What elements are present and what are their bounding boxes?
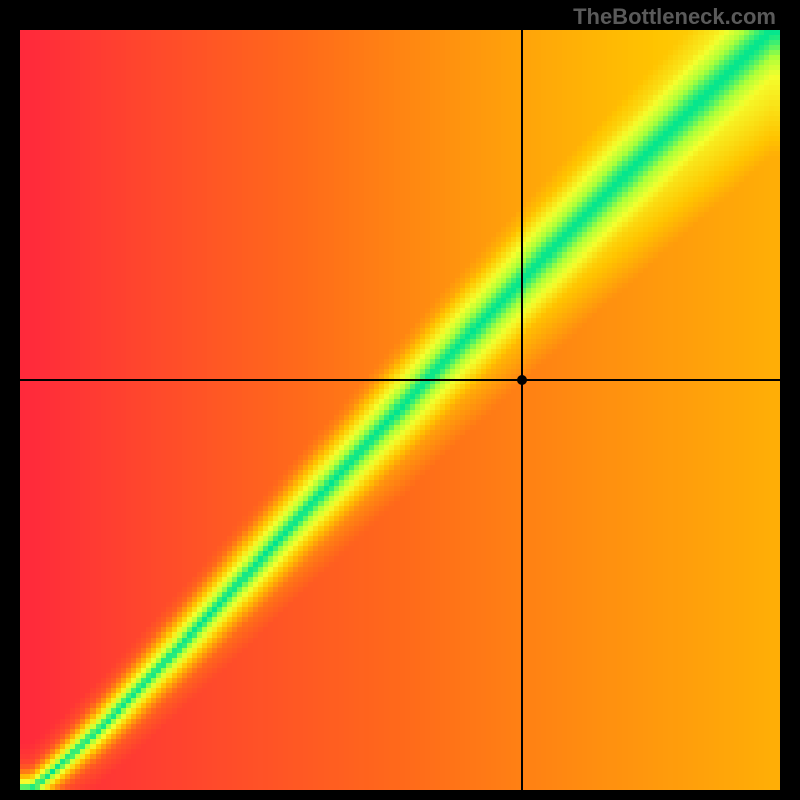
root: TheBottleneck.com: [0, 0, 800, 800]
watermark-text: TheBottleneck.com: [573, 4, 776, 30]
bottleneck-heatmap: [20, 30, 780, 790]
